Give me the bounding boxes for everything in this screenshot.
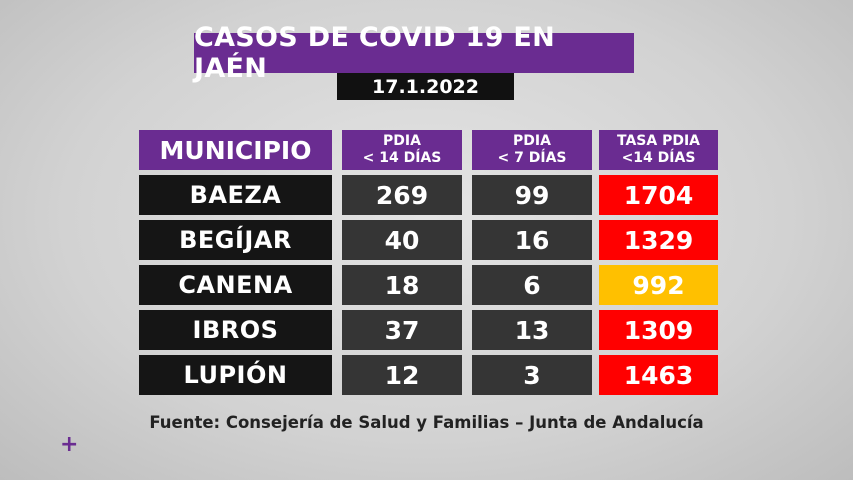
row-pdia-7: 13 — [472, 310, 592, 350]
row-tasa: 1309 — [599, 310, 718, 350]
row-pdia-7: 16 — [472, 220, 592, 260]
row-pdia-7: 99 — [472, 175, 592, 215]
page-title: CASOS DE COVID 19 EN JAÉN — [194, 22, 634, 84]
plus-icon: + — [60, 432, 79, 457]
row-tasa: 1463 — [599, 355, 718, 395]
source-note: Fuente: Consejería de Salud y Familias –… — [149, 413, 704, 432]
header-pdia-7-line2: < 7 DÍAS — [497, 150, 567, 166]
header-tasa-line2: <14 DÍAS — [621, 150, 696, 166]
row-pdia-7: 6 — [472, 265, 592, 305]
header-pdia-7-line1: PDIA — [513, 133, 551, 149]
header-municipio: MUNICIPIO — [139, 130, 332, 170]
row-tasa: 1329 — [599, 220, 718, 260]
row-tasa: 1704 — [599, 175, 718, 215]
row-municipio: BEGÍJAR — [139, 220, 332, 260]
row-municipio: LUPIÓN — [139, 355, 332, 395]
row-pdia-14: 37 — [342, 310, 462, 350]
row-pdia-14: 18 — [342, 265, 462, 305]
header-pdia-14: PDIA < 14 DÍAS — [342, 130, 462, 170]
header-pdia-14-line1: PDIA — [383, 133, 421, 149]
row-municipio: CANENA — [139, 265, 332, 305]
header-pdia-7: PDIA < 7 DÍAS — [472, 130, 592, 170]
header-tasa: TASA PDIA <14 DÍAS — [599, 130, 718, 170]
row-municipio: IBROS — [139, 310, 332, 350]
header-pdia-14-line2: < 14 DÍAS — [362, 150, 442, 166]
date-label: 17.1.2022 — [337, 73, 514, 100]
row-pdia-7: 3 — [472, 355, 592, 395]
row-pdia-14: 40 — [342, 220, 462, 260]
header-tasa-line1: TASA PDIA — [616, 133, 700, 149]
row-pdia-14: 269 — [342, 175, 462, 215]
row-tasa: 992 — [599, 265, 718, 305]
row-pdia-14: 12 — [342, 355, 462, 395]
row-municipio: BAEZA — [139, 175, 332, 215]
